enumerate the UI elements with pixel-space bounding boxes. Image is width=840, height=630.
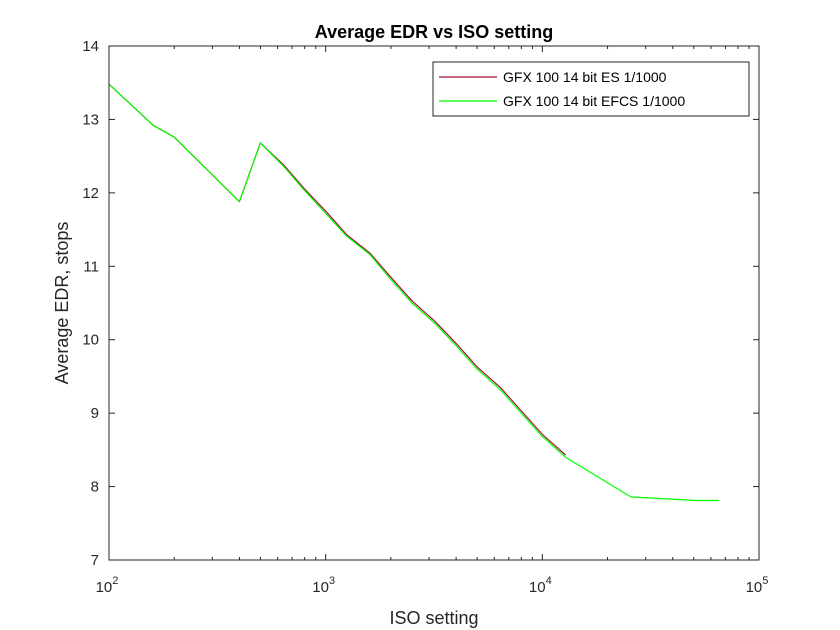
y-tick-label: 14 — [82, 38, 99, 55]
y-axis-label: Average EDR, stops — [52, 222, 72, 385]
y-tick-label: 7 — [91, 552, 99, 569]
series-lines — [108, 83, 720, 502]
x-axis-label: ISO setting — [389, 608, 478, 628]
y-tick-label: 13 — [82, 111, 99, 128]
legend-label: GFX 100 14 bit ES 1/1000 — [503, 69, 667, 85]
x-tick-label: 103 — [312, 575, 335, 596]
y-tick-label: 12 — [82, 185, 99, 202]
plot-background — [109, 46, 759, 560]
chart-title: Average EDR vs ISO setting — [315, 22, 553, 42]
plot-frame — [108, 45, 760, 561]
legend-box — [432, 61, 750, 117]
tick-labels: 7 8 9 10 11 12 13 14 102 103 104 105 — [82, 38, 768, 596]
plot-area — [108, 45, 760, 561]
y-tick-label: 8 — [91, 479, 99, 496]
x-tick-label: 105 — [746, 575, 769, 596]
y-tick-label: 11 — [83, 258, 99, 275]
axis-ticks — [108, 45, 760, 561]
legend: GFX 100 14 bit ES 1/1000 GFX 100 14 bit E… — [432, 61, 750, 117]
legend-label: GFX 100 14 bit EFCS 1/1000 — [503, 93, 685, 109]
x-tick-label: 104 — [529, 575, 552, 596]
y-tick-label: 9 — [91, 405, 99, 422]
series-line-2 — [108, 83, 720, 502]
x-tick-label: 102 — [96, 575, 119, 596]
y-tick-label: 10 — [82, 332, 99, 349]
